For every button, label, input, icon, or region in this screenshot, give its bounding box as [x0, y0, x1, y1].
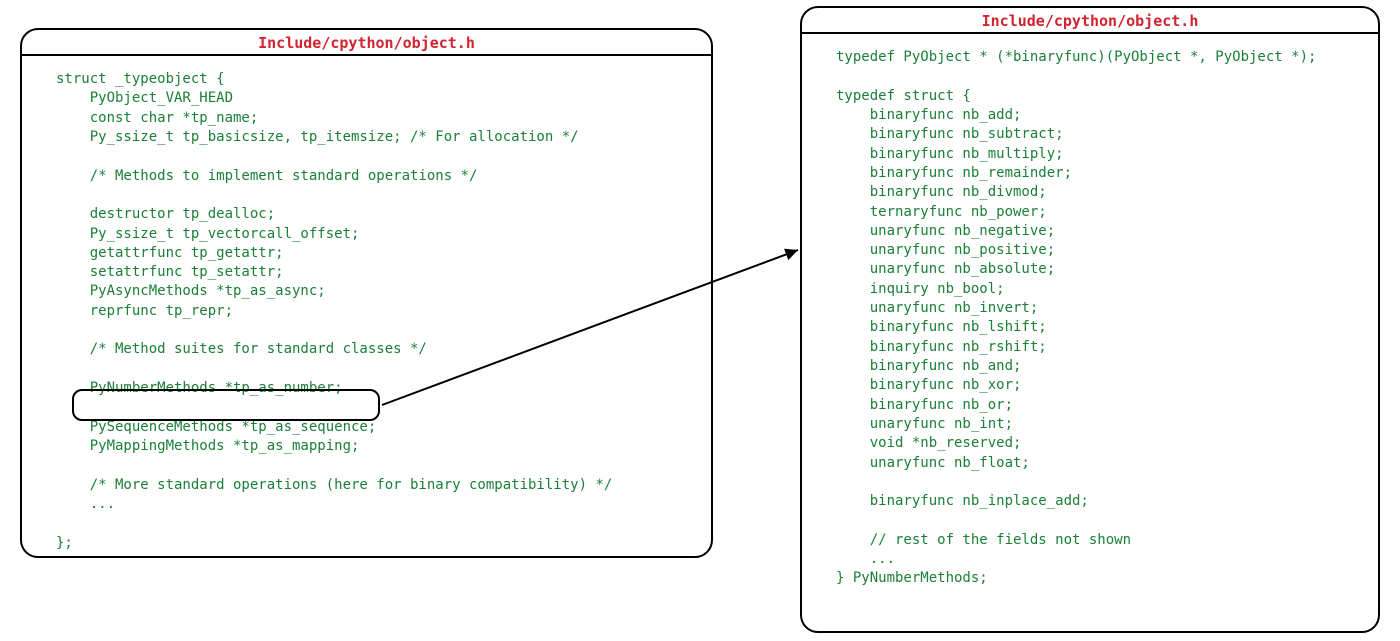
diagram-canvas: Include/cpython/object.h struct _typeobj…: [0, 0, 1400, 641]
right-box-title: Include/cpython/object.h: [982, 12, 1199, 30]
right-code-box: Include/cpython/object.h typedef PyObjec…: [800, 6, 1380, 633]
right-box-body: typedef PyObject * (*binaryfunc)(PyObjec…: [802, 34, 1378, 599]
left-code-box: Include/cpython/object.h struct _typeobj…: [20, 28, 713, 558]
left-box-title: Include/cpython/object.h: [258, 34, 475, 52]
left-box-header: Include/cpython/object.h: [22, 30, 711, 56]
left-box-body: struct _typeobject { PyObject_VAR_HEAD c…: [22, 56, 711, 558]
right-box-header: Include/cpython/object.h: [802, 8, 1378, 34]
